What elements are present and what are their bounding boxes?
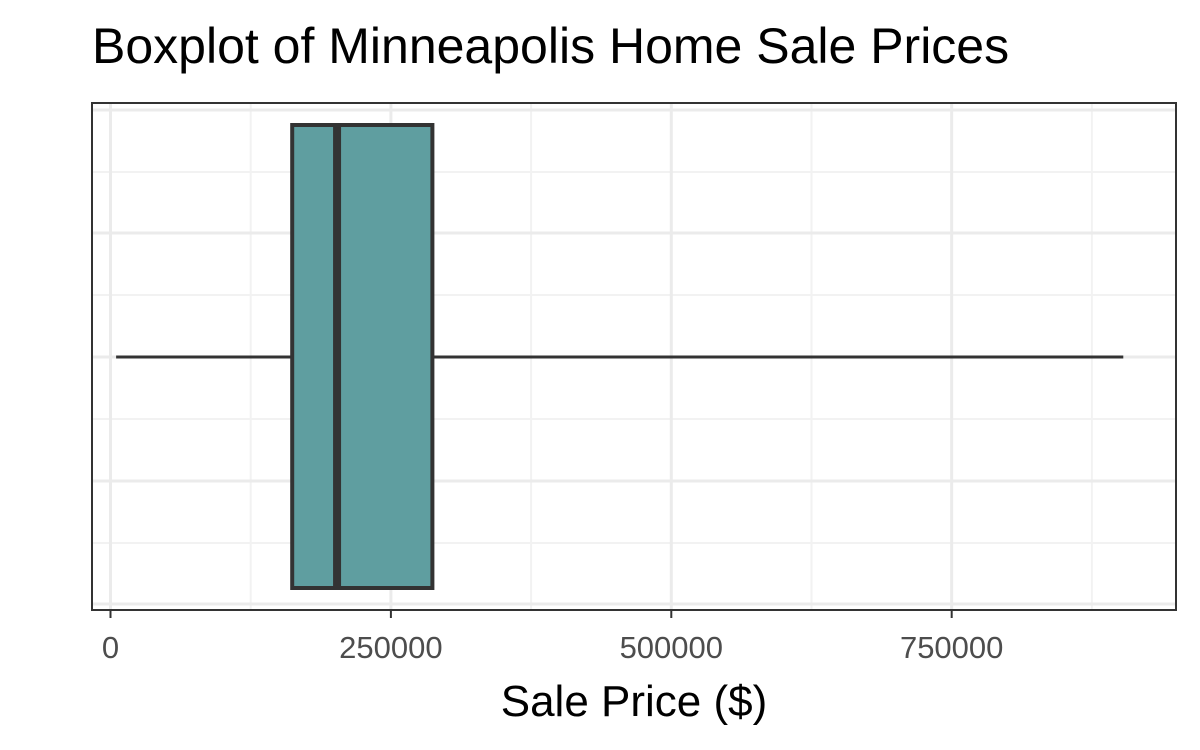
chart-title: Boxplot of Minneapolis Home Sale Prices <box>92 18 1009 74</box>
x-tick-label-1: 250000 <box>339 630 442 665</box>
x-axis-tick-labels: 0 250000 500000 750000 <box>102 630 1004 665</box>
x-tick-label-2: 500000 <box>620 630 723 665</box>
box-group <box>116 123 1124 590</box>
x-axis-ticks <box>109 610 953 618</box>
panel-border <box>91 102 1177 611</box>
iqr-box <box>290 123 435 590</box>
x-tick-label-3: 750000 <box>900 630 1003 665</box>
x-tick-label-0: 0 <box>102 630 119 665</box>
x-axis-title: Sale Price ($) <box>501 677 768 726</box>
